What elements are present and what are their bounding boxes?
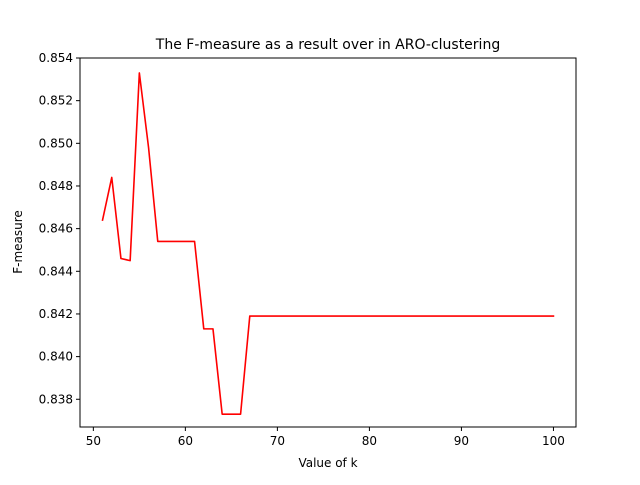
y-tick-label: 0.850 (39, 136, 73, 150)
x-tick-label: 60 (178, 434, 193, 448)
x-axis: 50 60 70 80 90 100 (86, 427, 565, 448)
axes-frame (79, 57, 577, 428)
y-tick-label: 0.848 (39, 179, 73, 193)
plot-area (101, 72, 555, 416)
series-line (101, 72, 555, 416)
y-axis: 0.838 0.840 0.842 0.844 0.846 0.848 0.850 0.852… (39, 51, 80, 406)
y-tick-label: 0.842 (39, 307, 73, 321)
y-tick-label: 0.840 (39, 350, 73, 364)
x-tick-label: 80 (362, 434, 377, 448)
x-tick-label: 100 (542, 434, 565, 448)
x-tick-label: 90 (454, 434, 469, 448)
y-axis-label: F-measure (11, 210, 25, 274)
x-tick-label: 50 (86, 434, 101, 448)
x-tick-label: 70 (270, 434, 285, 448)
y-tick-label: 0.846 (39, 222, 73, 236)
y-tick-label: 0.852 (39, 94, 73, 108)
x-axis-label: Value of k (298, 456, 357, 470)
y-tick-label: 0.854 (39, 51, 73, 65)
chart-title: The F-measure as a result over in ARO-cl… (155, 37, 500, 53)
y-tick-label: 0.838 (39, 392, 73, 406)
y-tick-label: 0.844 (39, 264, 73, 278)
